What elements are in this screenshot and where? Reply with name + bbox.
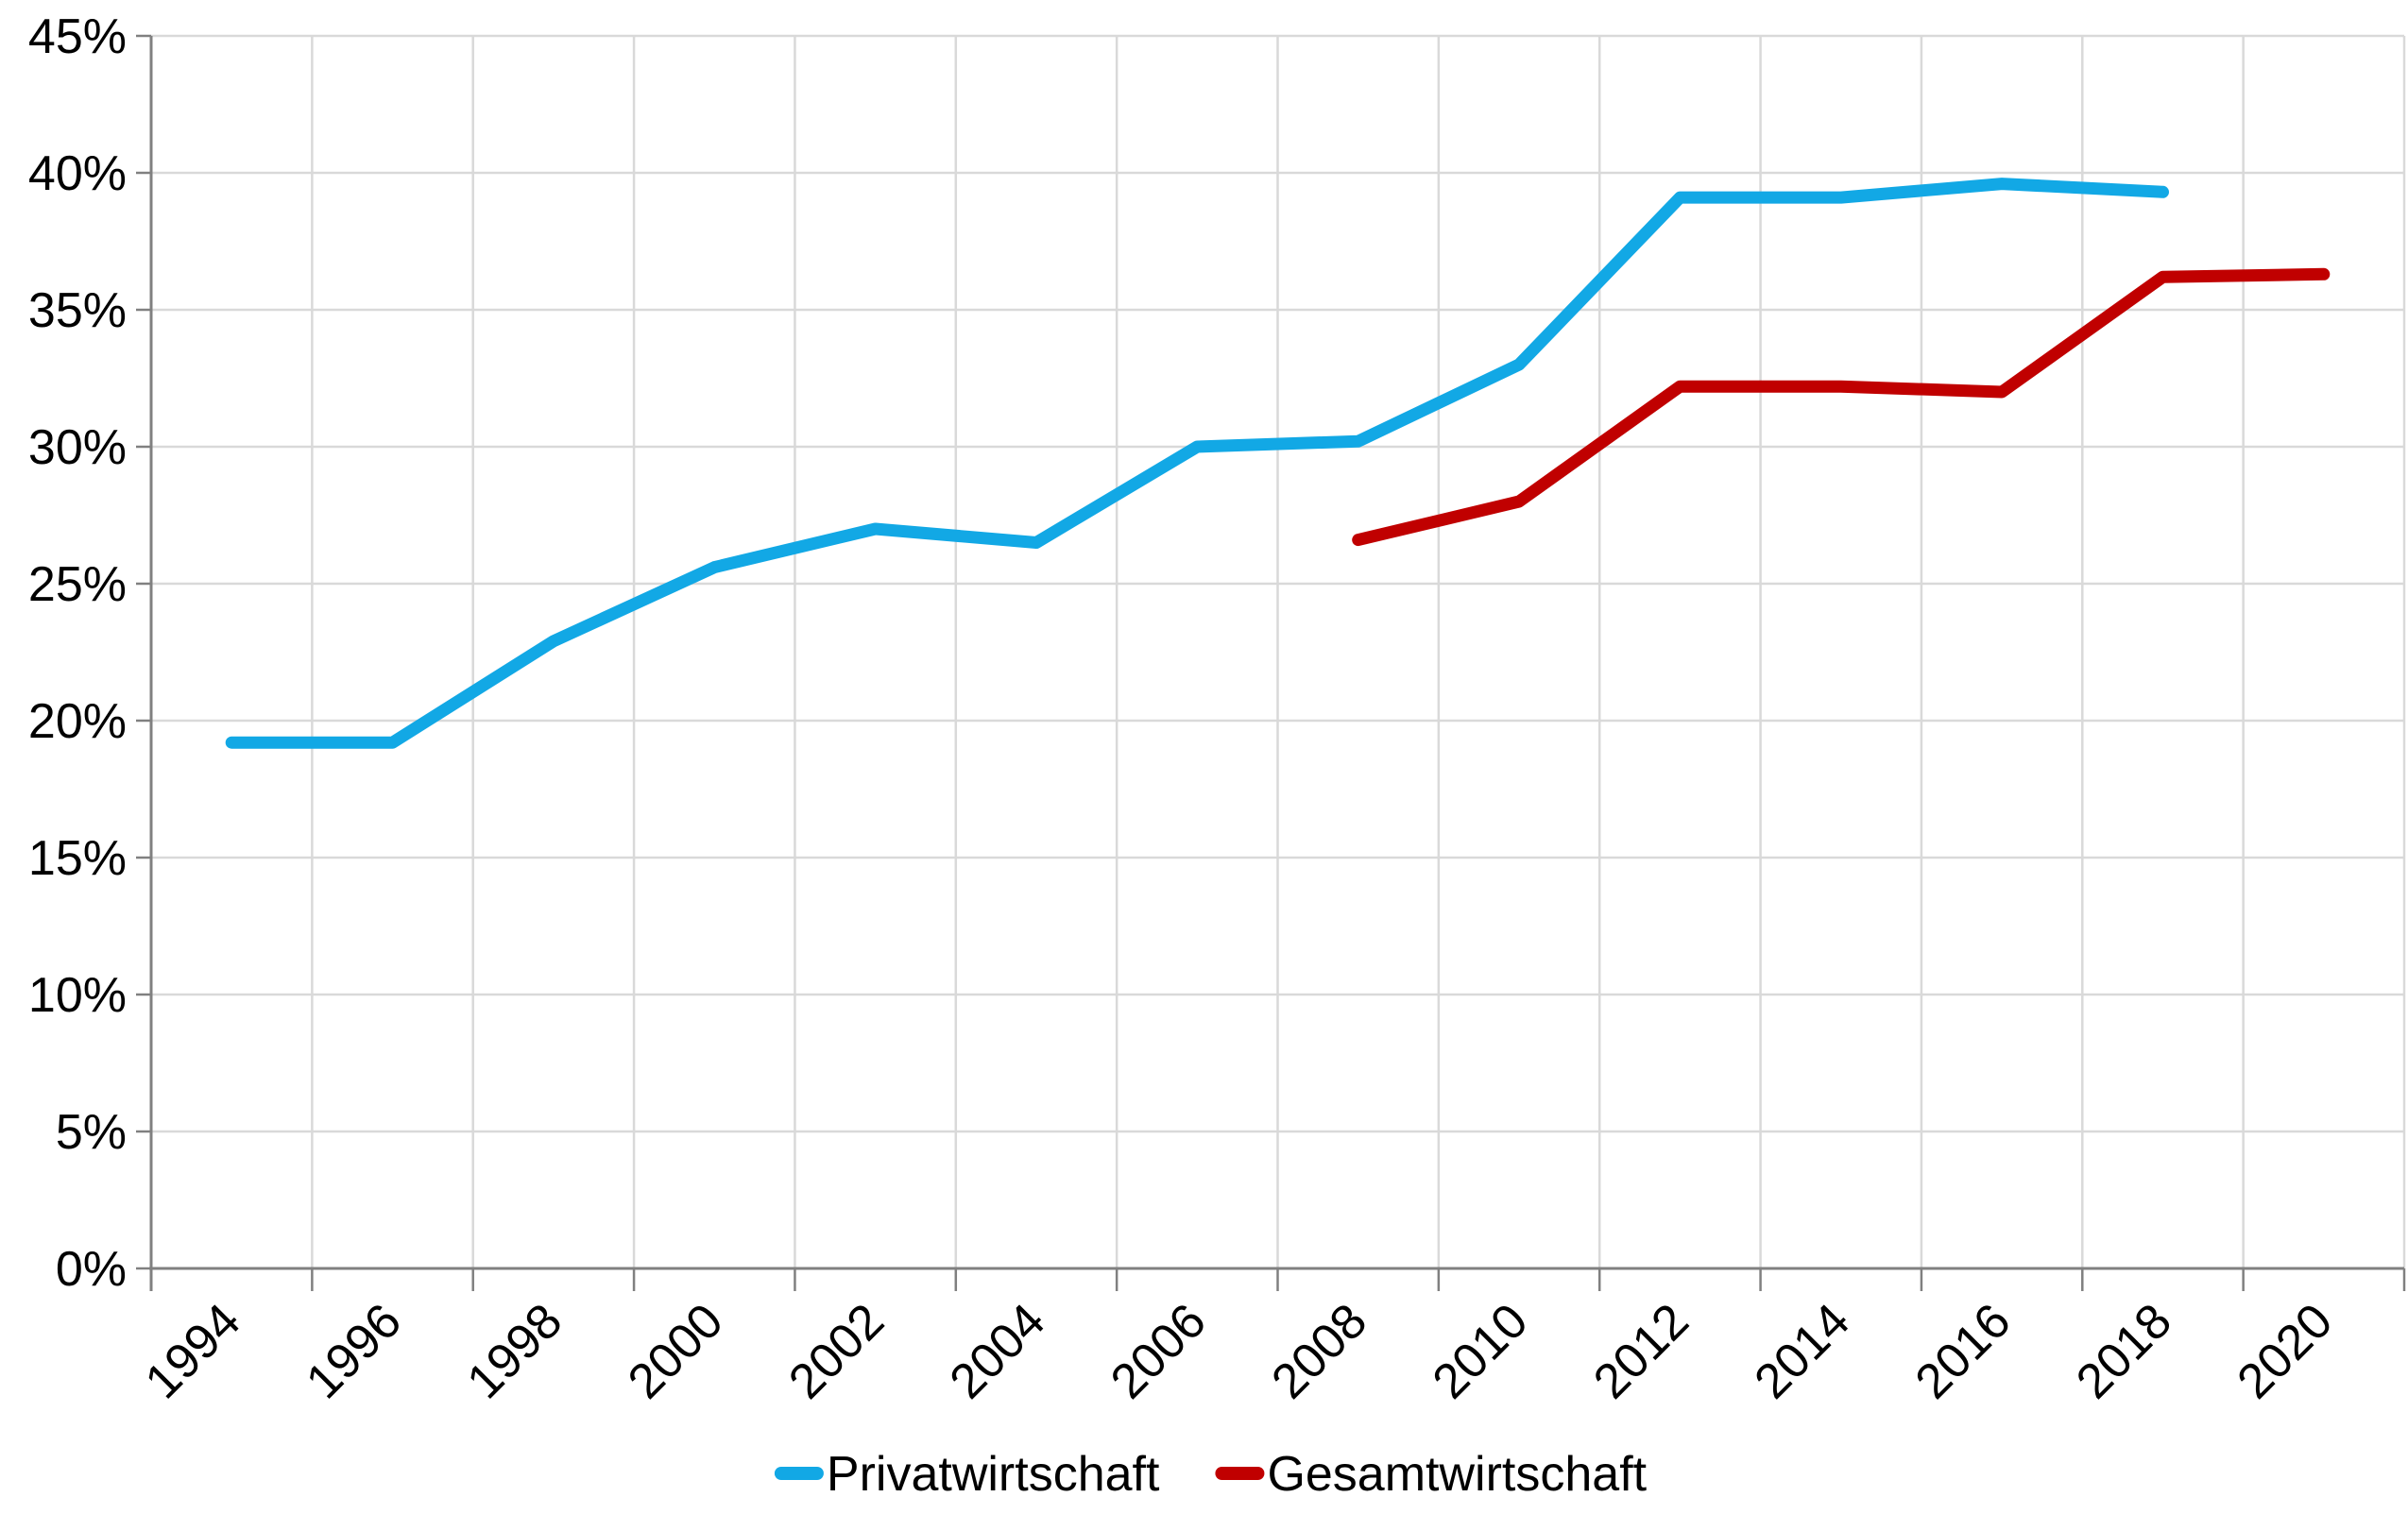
y-tick-label: 0% [56,1242,127,1297]
legend-item-gesamtwirtschaft: Gesamtwirtschaft [1215,1447,1648,1502]
x-tick-label: 1994 [135,1293,251,1409]
y-tick-label: 40% [28,146,127,201]
y-tick-label: 30% [28,420,127,475]
y-tick-label: 15% [28,831,127,886]
legend-item-privatwirtschaft: Privatwirtschaft [774,1447,1160,1502]
x-tick-label: 2000 [618,1293,734,1409]
x-tick-label: 1996 [296,1293,412,1409]
y-tick-label: 5% [56,1105,127,1160]
x-tick-label: 2012 [1583,1293,1699,1409]
plot-gridlines [151,34,2406,1268]
y-axis-labels: 0% 5% 10% 15% 20% 25% 30% 35% 40% 45% [28,9,127,1297]
legend-label-gesamtwirtschaft: Gesamtwirtschaft [1267,1447,1647,1502]
x-tick-label: 1998 [457,1293,573,1409]
series-lines [225,178,2331,749]
x-tick-label: 2004 [940,1293,1056,1409]
x-axis-labels: 1994 1996 1998 2000 2002 2004 2006 2008 2010 2012… [135,1293,2343,1409]
x-tick-label: 2014 [1744,1293,1860,1409]
x-tick-label: 2018 [2066,1293,2182,1409]
axes [136,34,2406,1291]
y-tick-label: 25% [28,557,127,612]
x-tick-label: 2008 [1261,1293,1377,1409]
series-line-privatwirtschaft [225,178,2169,749]
legend-label-privatwirtschaft: Privatwirtschaft [827,1447,1160,1502]
legend: Privatwirtschaft Gesamtwirtschaft [774,1447,1648,1502]
x-tick-label: 2010 [1423,1293,1539,1409]
x-tick-label: 2006 [1101,1293,1217,1409]
x-tick-label: 2020 [2227,1293,2343,1409]
y-tick-label: 10% [28,968,127,1023]
series-line-gesamtwirtschaft [1352,267,2331,547]
x-tick-label: 2002 [778,1293,895,1409]
x-tick-label: 2016 [1905,1293,2022,1409]
y-tick-label: 45% [28,9,127,64]
y-tick-label: 35% [28,283,127,338]
y-tick-label: 20% [28,694,127,749]
